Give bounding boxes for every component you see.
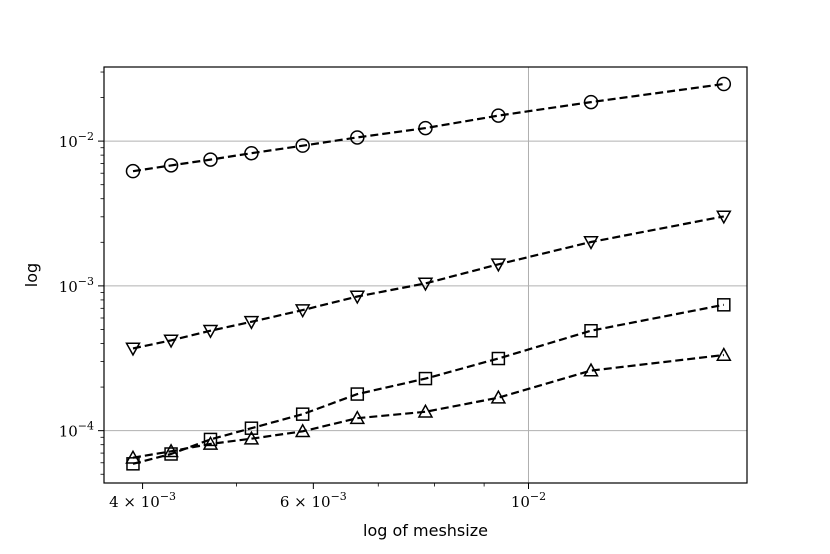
data-point bbox=[717, 298, 731, 312]
series-line bbox=[132, 82, 724, 173]
data-point bbox=[418, 120, 433, 136]
data-point bbox=[350, 130, 365, 145]
data-point bbox=[584, 323, 598, 338]
data-point bbox=[491, 351, 506, 366]
grid-lines bbox=[104, 67, 747, 483]
series-1 bbox=[125, 76, 732, 179]
x-tick-label: 4 × 10−3 bbox=[109, 490, 176, 511]
series-layer bbox=[125, 76, 732, 471]
series-2 bbox=[125, 210, 732, 357]
data-point bbox=[243, 430, 260, 445]
data-point bbox=[350, 387, 365, 401]
major-ticks bbox=[98, 140, 529, 489]
series-line bbox=[132, 353, 724, 459]
y-axis-label: log bbox=[22, 263, 41, 287]
x-tick-label: 10−2 bbox=[511, 490, 546, 511]
data-point bbox=[716, 76, 732, 92]
data-point bbox=[490, 389, 507, 404]
data-point bbox=[125, 342, 141, 357]
data-point bbox=[417, 277, 434, 292]
data-point bbox=[202, 324, 219, 339]
data-point bbox=[244, 421, 259, 435]
data-point bbox=[203, 152, 218, 167]
data-point bbox=[491, 108, 506, 123]
data-point bbox=[126, 457, 140, 471]
data-point bbox=[294, 304, 311, 319]
data-point bbox=[163, 443, 179, 458]
series-4 bbox=[125, 346, 732, 464]
data-point bbox=[244, 145, 259, 161]
data-point bbox=[295, 138, 310, 153]
data-point bbox=[125, 163, 141, 179]
data-point bbox=[295, 407, 310, 421]
data-point bbox=[716, 346, 732, 361]
data-point bbox=[202, 435, 219, 450]
data-point bbox=[243, 315, 260, 330]
y-tick-label: 10−4 bbox=[59, 420, 94, 441]
data-point bbox=[417, 403, 434, 418]
data-point bbox=[294, 423, 311, 438]
data-point bbox=[203, 432, 218, 447]
plot-frame bbox=[103, 66, 748, 484]
series-line bbox=[132, 215, 725, 350]
series-line bbox=[132, 303, 725, 465]
data-point bbox=[349, 410, 366, 425]
data-point bbox=[583, 94, 599, 110]
y-tick-label: 10−2 bbox=[59, 130, 94, 151]
data-point bbox=[163, 158, 179, 173]
data-point bbox=[583, 362, 599, 377]
tick-labels: 4 × 10−3 6 × 10−3 10−2 10−4 10−3 10−2 bbox=[59, 130, 546, 511]
series-3 bbox=[126, 298, 731, 471]
data-point bbox=[163, 334, 179, 349]
data-point bbox=[490, 258, 507, 273]
y-tick-label: 10−3 bbox=[59, 275, 94, 296]
data-point bbox=[349, 290, 366, 305]
x-tick-label: 6 × 10−3 bbox=[280, 490, 347, 511]
data-point bbox=[583, 236, 599, 251]
data-point bbox=[164, 447, 178, 461]
data-point bbox=[418, 371, 433, 386]
data-point bbox=[716, 210, 732, 225]
data-point bbox=[125, 449, 141, 464]
x-axis-label: log of meshsize bbox=[363, 521, 488, 540]
